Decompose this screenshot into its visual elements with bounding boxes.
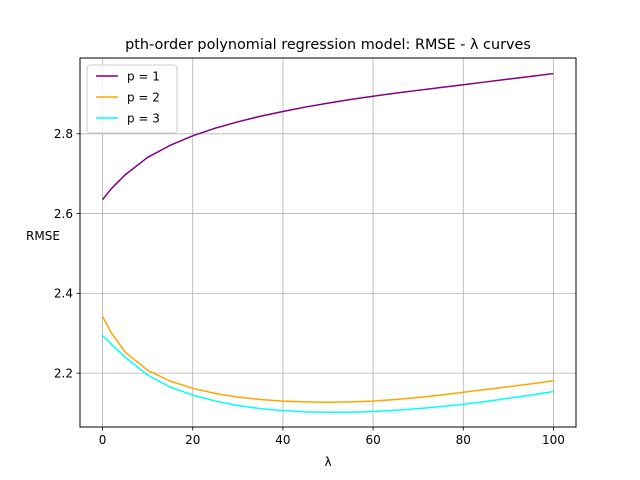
plot-frame xyxy=(79,57,577,428)
x-axis-title: λ xyxy=(324,455,331,469)
x-tick-label: 100 xyxy=(542,433,565,447)
legend-box xyxy=(86,64,178,134)
x-tick-label: 80 xyxy=(456,433,471,447)
x-tick-label: 60 xyxy=(365,433,380,447)
series-layer xyxy=(101,72,554,413)
chart-title: pth-order polynomial regression model: R… xyxy=(125,37,531,53)
series-line-p1 xyxy=(101,72,554,201)
legend-label: p = 1 xyxy=(127,69,160,83)
y-tick-label: 2.2 xyxy=(54,366,73,380)
legend-label: p = 3 xyxy=(127,111,160,125)
ticks: 0 20 40 60 80 100 2.2 2.4 2.6 2.8 xyxy=(54,127,565,447)
y-tick-label: 2.6 xyxy=(54,207,73,221)
grid xyxy=(80,58,576,427)
x-tick-label: 0 xyxy=(99,433,107,447)
series-line-p2 xyxy=(101,316,554,404)
y-tick-label: 2.4 xyxy=(54,287,73,301)
y-tick-label: 2.8 xyxy=(54,127,73,141)
x-tick-label: 40 xyxy=(275,433,290,447)
x-tick-label: 20 xyxy=(185,433,200,447)
legend: p = 1 p = 2 p = 3 xyxy=(86,64,178,134)
legend-label: p = 2 xyxy=(127,90,160,104)
y-axis-title: RMSE xyxy=(26,229,60,243)
series-line-p3 xyxy=(102,335,554,413)
